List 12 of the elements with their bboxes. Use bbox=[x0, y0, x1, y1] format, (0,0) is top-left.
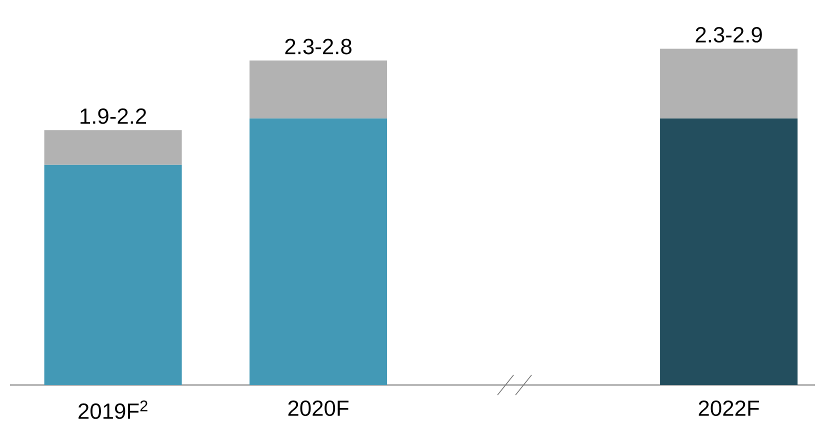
x-tick-label: 2020F bbox=[288, 400, 348, 416]
bar bbox=[44, 164, 182, 385]
bar bbox=[250, 118, 388, 385]
bar bbox=[660, 118, 798, 385]
x-tick-label: 2019F$^{2}$ bbox=[78, 400, 148, 419]
bar bbox=[250, 60, 388, 118]
total-label: 2.3-2.9 bbox=[696, 27, 762, 43]
x-tick-label: 2022F bbox=[698, 400, 759, 416]
bar bbox=[660, 48, 798, 118]
bar bbox=[44, 130, 182, 165]
total-label: 1.9-2.2 bbox=[80, 108, 146, 124]
total-label: 2.3-2.8 bbox=[285, 38, 352, 54]
